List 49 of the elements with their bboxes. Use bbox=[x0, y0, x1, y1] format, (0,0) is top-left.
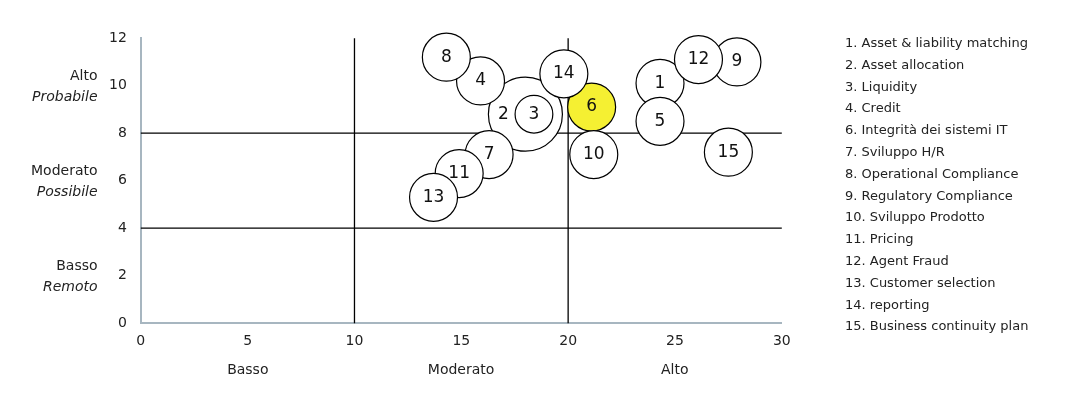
x-tick-label: 30 bbox=[772, 332, 791, 349]
text: Basso bbox=[227, 361, 269, 378]
y-tick-label: 4 bbox=[117, 218, 127, 235]
series-label: 1 bbox=[654, 71, 666, 92]
text: 15. Business continuity plan bbox=[845, 317, 1029, 336]
text: 13. Customer selection bbox=[845, 273, 997, 292]
text: 8. Operational Compliance bbox=[845, 164, 1020, 183]
y-tick-label: 12 bbox=[108, 28, 127, 45]
series-label: 10 bbox=[582, 143, 605, 163]
x-tick-label: 20 bbox=[559, 332, 578, 349]
x-tick-label: 15 bbox=[452, 332, 471, 349]
text: 6. Integrità dei sistemi IT bbox=[845, 121, 1009, 140]
text: 7. Sviluppo H/R bbox=[845, 143, 946, 161]
series-label: 6 bbox=[586, 95, 598, 116]
text: 3. Liquidity bbox=[845, 77, 919, 96]
series-label: 11 bbox=[448, 162, 470, 182]
text: 10. Sviluppo Prodotto bbox=[845, 208, 986, 227]
x-tick-label: 0 bbox=[136, 332, 146, 349]
x-tick-label: 25 bbox=[666, 332, 684, 349]
series-label: 13 bbox=[422, 185, 445, 206]
text: 4. Credit bbox=[845, 99, 902, 118]
text: Alto Probabile bbox=[32, 66, 98, 104]
series-label: 15 bbox=[717, 140, 740, 161]
series-label: 8 bbox=[440, 45, 452, 66]
text: 12. Agent Fraud bbox=[845, 251, 950, 270]
series-label: 4 bbox=[475, 69, 486, 90]
series-label: 9 bbox=[731, 50, 743, 71]
x-tick-label: 5 bbox=[243, 332, 253, 349]
text: Moderato bbox=[427, 361, 495, 378]
y-tick-label: 8 bbox=[117, 123, 127, 140]
text: 14. reporting bbox=[845, 295, 931, 314]
series-label: 14 bbox=[553, 62, 575, 83]
series-label: 2 bbox=[497, 102, 509, 123]
y-tick-label: 2 bbox=[117, 266, 127, 283]
text: 2. Asset allocation bbox=[845, 55, 966, 74]
text: 1. Asset & liability matching bbox=[845, 34, 1029, 52]
text: 11. Pricing bbox=[845, 230, 915, 249]
text: Moderato Possibile bbox=[31, 161, 98, 199]
series-label: 5 bbox=[654, 109, 666, 130]
text: 9. Regulatory Compliance bbox=[845, 186, 1014, 205]
text: Basso Remoto bbox=[43, 256, 98, 294]
series-label: 12 bbox=[687, 48, 710, 68]
y-tick-label: 6 bbox=[117, 171, 127, 188]
series-label: 3 bbox=[528, 102, 540, 123]
series-label: 7 bbox=[483, 143, 495, 163]
y-tick-label: 10 bbox=[108, 76, 127, 93]
y-tick-label: 0 bbox=[117, 313, 127, 330]
text: Alto bbox=[660, 361, 689, 378]
x-tick-label: 10 bbox=[345, 332, 364, 349]
